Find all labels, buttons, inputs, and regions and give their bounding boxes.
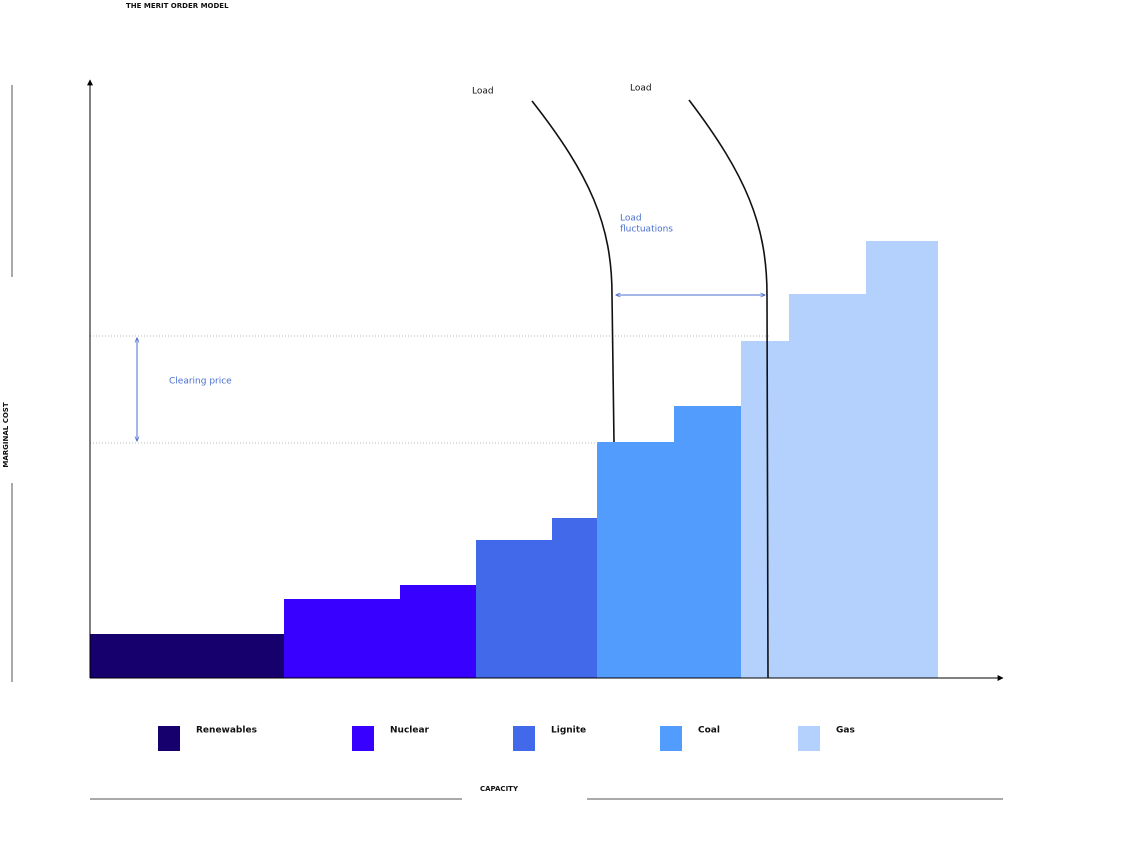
legend-swatch [798,726,820,751]
legend-label: Renewables [196,726,257,736]
supply-step [90,634,284,678]
legend: Renewables Nuclear Lignite Coal Gas [158,726,855,751]
legend-label: Nuclear [390,726,430,736]
clearing-label: Clearing price [169,377,232,387]
legend-swatch [513,726,535,751]
legend-swatch [660,726,682,751]
title: THE MERIT ORDER MODEL [126,2,229,10]
supply-step [789,294,866,678]
x-axis-label: CAPACITY [480,785,519,793]
supply-step [552,518,597,678]
load-curve [531,100,615,443]
supply-step [476,540,552,678]
supply-step [400,585,476,678]
fluctuation-label: fluctuations [620,225,673,235]
legend-label: Coal [698,726,720,736]
supply-step [284,599,400,678]
supply-step [741,341,789,678]
legend-swatch [352,726,374,751]
fluctuation-label: Load [620,214,642,224]
supply-step [866,241,938,678]
legend-label: Lignite [551,726,586,736]
load-label: Load [630,84,652,94]
supply-step [597,442,674,678]
y-axis-label: MARGINAL COST [2,402,10,467]
supply-step [674,406,741,678]
load-curve [688,99,769,679]
load-label: Load [472,87,494,97]
supply-steps [90,241,938,678]
legend-swatch [158,726,180,751]
legend-label: Gas [836,726,855,736]
